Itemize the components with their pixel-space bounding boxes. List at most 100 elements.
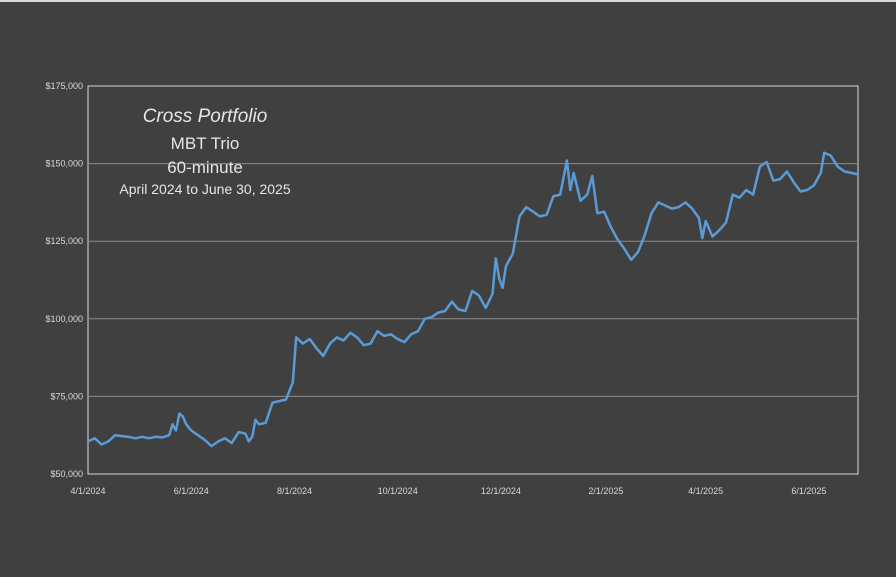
data-point (244, 433, 246, 435)
data-point (370, 343, 372, 345)
data-point (322, 355, 324, 357)
data-point (823, 152, 825, 154)
data-point (806, 189, 808, 191)
data-point (403, 341, 406, 343)
data-point (843, 170, 846, 172)
chart-subtitle-strategy: MBT Trio (171, 134, 240, 153)
data-point (552, 195, 555, 197)
data-point (745, 189, 747, 191)
data-point (698, 217, 700, 219)
data-point (464, 310, 466, 312)
x-tick-label: 12/1/2024 (481, 486, 521, 496)
chart-title: Cross Portfolio (143, 106, 268, 127)
data-point (87, 440, 89, 442)
data-point (671, 208, 673, 210)
y-tick-label: $150,000 (45, 159, 83, 169)
data-point (505, 265, 507, 267)
data-point (329, 343, 331, 345)
data-point (596, 212, 599, 214)
data-point (251, 436, 253, 438)
data-point (617, 239, 619, 241)
chart-subtitle-date-range: April 2024 to June 30, 2025 (119, 181, 290, 197)
data-point (190, 429, 192, 432)
data-point (100, 443, 103, 446)
data-point (336, 336, 338, 338)
y-tick-label: $175,000 (45, 81, 83, 91)
data-point (664, 204, 666, 207)
data-point (410, 333, 412, 335)
data-point (197, 434, 199, 436)
data-point (430, 316, 433, 318)
data-point (539, 215, 541, 217)
data-point (478, 294, 480, 297)
data-point (684, 201, 687, 203)
data-point (182, 416, 184, 418)
data-point (759, 166, 761, 168)
window-top-border (0, 0, 896, 2)
y-tick-label: $75,000 (50, 391, 83, 401)
data-point (231, 442, 233, 444)
x-tick-label: 6/1/2024 (174, 486, 209, 496)
data-point (155, 436, 157, 438)
data-point (623, 248, 626, 250)
data-point (292, 381, 294, 383)
data-point (603, 211, 605, 213)
data-point (376, 330, 378, 332)
data-point (417, 330, 419, 332)
data-point (738, 197, 741, 199)
data-point (512, 253, 514, 255)
data-point (383, 335, 385, 337)
data-point (850, 172, 852, 174)
y-tick-label: $50,000 (50, 469, 83, 479)
data-point (491, 293, 494, 295)
data-point (637, 251, 639, 253)
data-point (451, 301, 453, 303)
data-point (610, 226, 612, 228)
data-point (566, 159, 568, 162)
plot-area-border (87, 85, 859, 475)
data-point (701, 237, 703, 239)
data-point (813, 184, 815, 186)
data-point (644, 234, 646, 236)
data-point (349, 332, 351, 334)
data-point (271, 402, 274, 404)
data-point (793, 181, 795, 183)
data-point (185, 423, 187, 425)
data-point (278, 400, 280, 402)
data-point (772, 180, 775, 182)
data-point (258, 423, 260, 425)
data-point (732, 194, 734, 196)
x-tick-label: 4/1/2024 (70, 486, 105, 496)
data-point (458, 308, 460, 311)
data-point (725, 222, 727, 224)
data-point (532, 211, 534, 213)
data-point (295, 336, 297, 338)
data-point (121, 435, 123, 437)
data-point (254, 419, 257, 421)
data-point (217, 440, 219, 442)
data-point (820, 172, 822, 174)
data-point (265, 422, 267, 424)
data-point (786, 170, 788, 172)
y-tick-label: $100,000 (45, 314, 83, 324)
data-point (128, 436, 130, 438)
data-point (711, 235, 714, 238)
data-point (569, 189, 571, 191)
data-point (178, 412, 180, 415)
data-point (586, 194, 588, 196)
data-point (356, 336, 358, 338)
data-point (114, 434, 116, 436)
series-layer (86, 151, 860, 448)
data-point (546, 214, 548, 216)
data-point (591, 175, 593, 177)
data-point (168, 434, 170, 436)
y-tick-label: $125,000 (45, 236, 83, 246)
x-axis-tick-labels: 4/1/2024 6/1/2024 8/1/2024 10/1/2024 12/1/20… (70, 486, 826, 496)
x-tick-label: 6/1/2025 (791, 486, 826, 496)
x-tick-label: 8/1/2024 (277, 486, 312, 496)
data-point (837, 166, 839, 168)
data-point (141, 436, 143, 438)
data-point (691, 208, 693, 210)
data-point (559, 194, 561, 196)
